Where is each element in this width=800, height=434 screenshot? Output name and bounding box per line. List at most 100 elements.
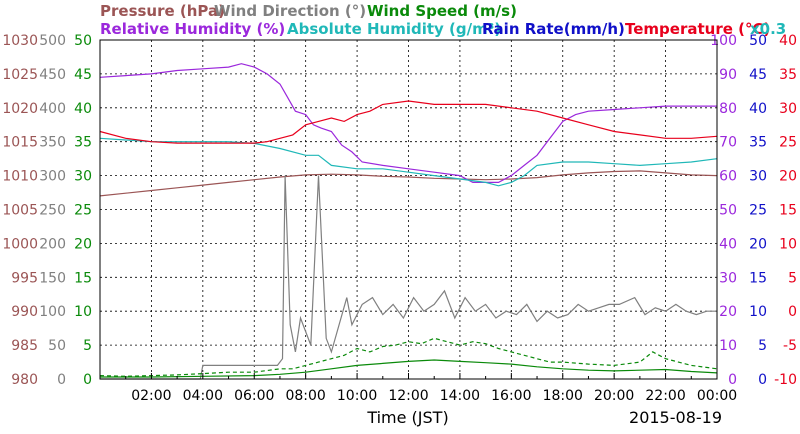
- x-tick-0: 02:00: [131, 388, 171, 404]
- tick-humidity-9: 10: [719, 338, 737, 354]
- tick-wind_speed-6: 20: [74, 236, 92, 252]
- legend-row2-5: x0.3: [750, 20, 786, 38]
- tick-wind_speed-4: 30: [74, 169, 92, 185]
- tick-rain-0: 50: [749, 33, 767, 49]
- tick-rain-3: 35: [749, 135, 767, 151]
- tick-humidity-3: 70: [719, 135, 737, 151]
- tick-wind_direction-1: 450: [39, 67, 66, 83]
- legend-1: Pressure (hPa): [100, 2, 225, 20]
- tick-pressure-9: 985: [11, 338, 38, 354]
- tick-wind_direction-7: 150: [39, 270, 66, 286]
- tick-humidity-4: 60: [719, 169, 737, 185]
- tick-temperature-4: 20: [779, 169, 797, 185]
- tick-wind_direction-8: 100: [39, 304, 66, 320]
- tick-pressure-10: 980: [11, 372, 38, 388]
- tick-pressure-8: 990: [11, 304, 38, 320]
- tick-pressure-0: 1030: [2, 33, 38, 49]
- legend-row2-3: Rain Rate(mm/h): [482, 20, 625, 38]
- tick-temperature-7: 5: [788, 270, 797, 286]
- x-tick-3: 08:00: [285, 388, 325, 404]
- tick-humidity-10: 0: [728, 372, 737, 388]
- tick-humidity-6: 40: [719, 236, 737, 252]
- tick-rain-9: 5: [758, 338, 767, 354]
- tick-wind_speed-9: 5: [83, 338, 92, 354]
- tick-wind_speed-5: 25: [74, 203, 92, 219]
- tick-wind_direction-5: 250: [39, 203, 66, 219]
- x-tick-6: 14:00: [440, 388, 480, 404]
- x-axis: 02:00 04:00 06:00 08:00 10:00 12:00 14:00 16:00…: [125, 373, 737, 404]
- x-tick-7: 16:00: [491, 388, 531, 404]
- tick-wind_direction-3: 350: [39, 135, 66, 151]
- tick-rain-8: 10: [749, 304, 767, 320]
- series-group: [99, 63, 718, 380]
- tick-humidity-1: 90: [719, 67, 737, 83]
- x-tick-1: 04:00: [183, 388, 223, 404]
- tick-temperature-3: 25: [779, 135, 797, 151]
- legend-3: Wind Speed (m/s): [367, 2, 517, 20]
- right-axes: 1009080706050403020100504540353025201510…: [710, 33, 797, 388]
- tick-temperature-2: 30: [779, 101, 797, 117]
- tick-wind_direction-0: 500: [39, 33, 66, 49]
- date-label: 2015-08-19: [629, 408, 722, 427]
- x-axis-label: Time (JST): [366, 408, 448, 427]
- legend-row2-1: Relative Humidity (%): [100, 20, 285, 38]
- tick-temperature-0: 40: [779, 33, 797, 49]
- tick-rain-10: 0: [758, 372, 767, 388]
- tick-pressure-7: 995: [11, 270, 38, 286]
- tick-humidity-2: 80: [719, 101, 737, 117]
- tick-pressure-6: 1000: [2, 236, 38, 252]
- tick-wind_direction-10: 0: [57, 372, 66, 388]
- series-line-4: [99, 63, 717, 183]
- tick-humidity-7: 30: [719, 270, 737, 286]
- series-line-0: [99, 170, 718, 197]
- x-tick-5: 12:00: [388, 388, 428, 404]
- tick-wind_direction-9: 50: [48, 338, 66, 354]
- tick-wind_direction-6: 200: [39, 236, 66, 252]
- tick-rain-7: 15: [749, 270, 767, 286]
- x-tick-4: 10:00: [337, 388, 377, 404]
- tick-temperature-6: 10: [779, 236, 797, 252]
- tick-wind_speed-2: 40: [74, 101, 92, 117]
- tick-temperature-10: -10: [774, 372, 797, 388]
- legend-row2-2: Absolute Humidity (g/m³): [287, 20, 501, 38]
- tick-humidity-8: 20: [719, 304, 737, 320]
- tick-humidity-0: 100: [710, 33, 737, 49]
- tick-wind_speed-7: 15: [74, 270, 92, 286]
- x-tick-10: 22:00: [645, 388, 685, 404]
- tick-temperature-8: 0: [788, 304, 797, 320]
- tick-temperature-1: 35: [779, 67, 797, 83]
- x-tick-2: 06:00: [234, 388, 274, 404]
- tick-temperature-9: -5: [783, 338, 797, 354]
- series-line-1: [100, 175, 717, 380]
- x-tick-11: 00:00: [697, 388, 737, 404]
- grid: [100, 40, 717, 379]
- tick-rain-2: 40: [749, 101, 767, 117]
- tick-wind_speed-10: 0: [83, 372, 92, 388]
- tick-wind_speed-3: 35: [74, 135, 92, 151]
- tick-wind_direction-4: 300: [39, 169, 66, 185]
- tick-pressure-4: 1010: [2, 169, 38, 185]
- tick-wind_speed-8: 10: [74, 304, 92, 320]
- tick-pressure-2: 1020: [2, 101, 38, 117]
- tick-rain-1: 45: [749, 67, 767, 83]
- series-line-3: [100, 359, 718, 378]
- left-axes: 1030102510201015101010051000995990985980…: [2, 33, 92, 388]
- tick-pressure-3: 1015: [2, 135, 38, 151]
- tick-wind_speed-1: 45: [74, 67, 92, 83]
- tick-rain-4: 30: [749, 169, 767, 185]
- legend: Pressure (hPa)Wind Direction (°) Wind Spe…: [100, 2, 786, 38]
- tick-rain-6: 20: [749, 236, 767, 252]
- series-line-6: [99, 100, 718, 144]
- x-tick-9: 20:00: [594, 388, 634, 404]
- series-line-5: [99, 137, 718, 187]
- tick-wind_speed-0: 50: [74, 33, 92, 49]
- legend-row2-4: Temperature (°C): [625, 20, 770, 38]
- tick-rain-5: 25: [749, 203, 767, 219]
- series-line-2: [99, 337, 718, 377]
- x-tick-8: 18:00: [543, 388, 583, 404]
- tick-wind_direction-2: 400: [39, 101, 66, 117]
- tick-humidity-5: 50: [719, 203, 737, 219]
- tick-pressure-1: 1025: [2, 67, 38, 83]
- tick-temperature-5: 15: [779, 203, 797, 219]
